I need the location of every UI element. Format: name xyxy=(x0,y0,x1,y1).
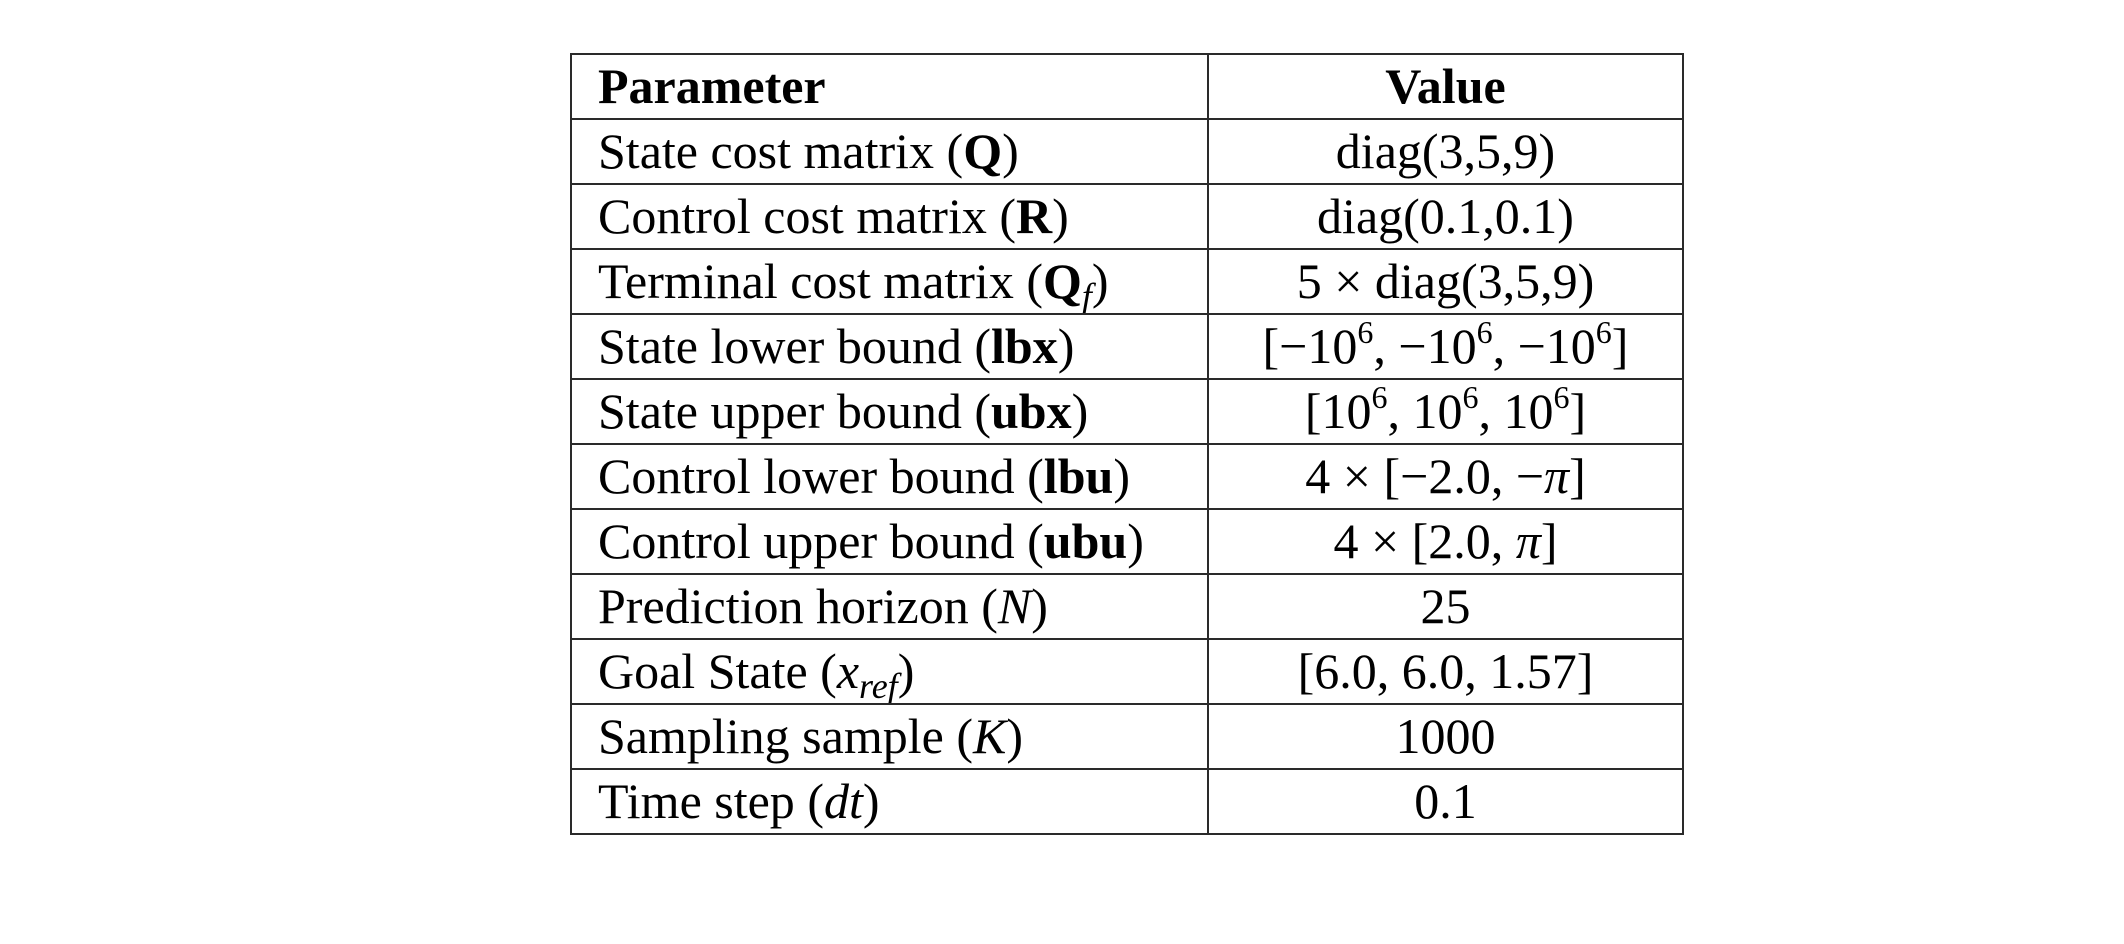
parameter-symbol: lbx xyxy=(990,318,1058,374)
parameter-name: Time step xyxy=(598,773,795,829)
parameter-symbol-subscript: f xyxy=(1081,276,1092,314)
parameter-value: 4 × [2.0, π] xyxy=(1333,513,1558,569)
parameter-value: 4 × [−2.0, −π] xyxy=(1305,448,1586,504)
value-cell: 5 × diag(3,5,9) xyxy=(1207,248,1684,315)
table-row: State upper bound (ubx) [106, 106, 106] xyxy=(570,378,1684,445)
table-row: Control upper bound (ubu) 4 × [2.0, π] xyxy=(570,508,1684,575)
parameter-name: Control upper bound xyxy=(598,513,1015,569)
parameter-value: [−106, −106, −106] xyxy=(1262,314,1629,374)
parameter-value: 0.1 xyxy=(1414,773,1477,829)
table-row: State lower bound (lbx) [−106, −106, −106… xyxy=(570,313,1684,380)
parameter-symbol: ubx xyxy=(990,383,1072,439)
parameter-cell: Time step (dt) xyxy=(570,768,1209,835)
parameter-name: Control cost matrix xyxy=(598,188,987,244)
parameter-cell: State lower bound (lbx) xyxy=(570,313,1209,380)
parameter-cell: State upper bound (ubx) xyxy=(570,378,1209,445)
parameter-value: diag(3,5,9) xyxy=(1335,123,1556,179)
parameter-name: State cost matrix xyxy=(598,123,935,179)
parameter-symbol: lbu xyxy=(1043,448,1114,504)
parameter-symbol: Q xyxy=(963,123,1003,179)
table-row: State cost matrix (Q) diag(3,5,9) xyxy=(570,118,1684,185)
table-row: Time step (dt) 0.1 xyxy=(570,768,1684,835)
value-cell: 4 × [−2.0, −π] xyxy=(1207,443,1684,510)
parameter-symbol-subscript: ref xyxy=(859,666,898,704)
parameter-name: State upper bound xyxy=(598,383,962,439)
parameter-symbol: dt xyxy=(823,773,863,829)
value-cell: [6.0, 6.0, 1.57] xyxy=(1207,638,1684,705)
table-row: Terminal cost matrix (Qf) 5 × diag(3,5,9) xyxy=(570,248,1684,315)
parameter-cell: Control upper bound (ubu) xyxy=(570,508,1209,575)
parameter-value: 5 × diag(3,5,9) xyxy=(1296,253,1595,309)
parameter-cell: Control lower bound (lbu) xyxy=(570,443,1209,510)
table-row: Control cost matrix (R) diag(0.1,0.1) xyxy=(570,183,1684,250)
parameter-name: Prediction horizon xyxy=(598,578,969,634)
value-cell: 25 xyxy=(1207,573,1684,640)
parameter-value: 25 xyxy=(1420,578,1471,634)
header-value: Value xyxy=(1207,53,1684,120)
value-cell: diag(3,5,9) xyxy=(1207,118,1684,185)
parameter-symbol: Q xyxy=(1042,253,1082,309)
value-cell: 4 × [2.0, π] xyxy=(1207,508,1684,575)
value-cell: 1000 xyxy=(1207,703,1684,770)
table-body: State cost matrix (Q) diag(3,5,9) Control … xyxy=(570,118,1684,835)
parameter-cell: Goal State (xref) xyxy=(570,638,1209,705)
parameter-name: Terminal cost matrix xyxy=(598,253,1014,309)
table-row: Goal State (xref) [6.0, 6.0, 1.57] xyxy=(570,638,1684,705)
table-row: Sampling sample (K) 1000 xyxy=(570,703,1684,770)
table-header-row: Parameter Value xyxy=(570,53,1684,120)
parameter-table: Parameter Value State cost matrix (Q) dia… xyxy=(570,53,1684,835)
parameter-symbol: N xyxy=(997,578,1032,634)
value-cell: [−106, −106, −106] xyxy=(1207,313,1684,380)
parameter-symbol: K xyxy=(972,708,1007,764)
parameter-name: Sampling sample xyxy=(598,708,944,764)
table-row: Prediction horizon (N) 25 xyxy=(570,573,1684,640)
parameter-cell: Sampling sample (K) xyxy=(570,703,1209,770)
parameter-name: Control lower bound xyxy=(598,448,1015,504)
parameter-symbol: x xyxy=(836,643,860,699)
parameter-name: Goal State xyxy=(598,643,808,699)
header-parameter: Parameter xyxy=(570,53,1209,120)
parameter-cell: Prediction horizon (N) xyxy=(570,573,1209,640)
value-cell: diag(0.1,0.1) xyxy=(1207,183,1684,250)
parameter-value: [6.0, 6.0, 1.57] xyxy=(1297,643,1594,699)
parameter-cell: State cost matrix (Q) xyxy=(570,118,1209,185)
parameter-value: diag(0.1,0.1) xyxy=(1317,188,1574,244)
table-row: Control lower bound (lbu) 4 × [−2.0, −π] xyxy=(570,443,1684,510)
parameter-symbol: ubu xyxy=(1043,513,1128,569)
parameter-value: 1000 xyxy=(1395,708,1496,764)
parameter-name: State lower bound xyxy=(598,318,962,374)
parameter-cell: Terminal cost matrix (Qf) xyxy=(570,248,1209,315)
value-cell: 0.1 xyxy=(1207,768,1684,835)
parameter-table-container: Parameter Value State cost matrix (Q) dia… xyxy=(570,53,1684,835)
parameter-symbol: R xyxy=(1016,188,1053,244)
parameter-cell: Control cost matrix (R) xyxy=(570,183,1209,250)
parameter-value: [106, 106, 106] xyxy=(1304,379,1587,439)
value-cell: [106, 106, 106] xyxy=(1207,378,1684,445)
